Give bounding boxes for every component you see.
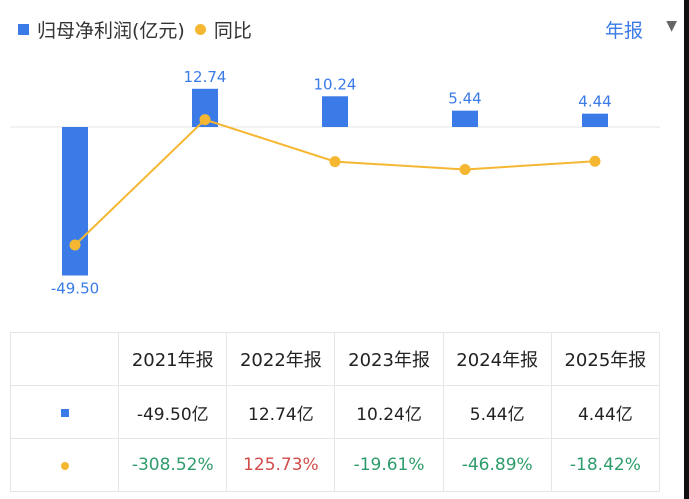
table-row-profit: -49.50亿 12.74亿 10.24亿 5.44亿 4.44亿 — [9, 385, 661, 439]
period-selector-label: 年报 — [604, 20, 643, 42]
yoy-point-2021年报 — [69, 239, 81, 251]
bar-2024年报 — [452, 110, 478, 127]
period-selector[interactable]: 年报 ▼ — [604, 16, 677, 43]
table-cell: -49.50亿 — [118, 385, 228, 439]
bar-legend-swatch — [18, 24, 29, 35]
table-cell: 4.44亿 — [550, 385, 661, 439]
table-cell: 125.73% — [226, 438, 336, 492]
line-legend-label: 同比 — [213, 20, 252, 42]
table-corner-cell — [9, 332, 120, 386]
table-row-yoy: -308.52% 125.73% -19.61% -46.89% -18.42% — [9, 438, 661, 492]
bar-2023年报 — [322, 96, 348, 127]
bar-series-icon — [60, 409, 69, 417]
bar-value-label: 12.74 — [184, 68, 227, 86]
yoy-point-2024年报 — [459, 163, 471, 175]
profit-row-marker — [9, 385, 120, 439]
bar-2025年报 — [582, 113, 608, 127]
yoy-point-2022年报 — [199, 114, 211, 126]
table-header-cell: 2022年报 — [226, 332, 336, 386]
profit-chart: -49.50 12.74 10.24 5.44 4.44 — [10, 68, 660, 298]
bar-value-label: -49.50 — [51, 280, 99, 298]
line-series-icon — [60, 462, 69, 470]
yoy-row-marker — [9, 438, 120, 492]
table-cell: -19.61% — [334, 438, 444, 492]
bar-value-label: 5.44 — [448, 90, 481, 108]
yoy-point-2023年报 — [329, 156, 341, 168]
bar-value-label: 10.24 — [314, 75, 357, 93]
table-cell: 5.44亿 — [442, 385, 552, 439]
table-header-cell: 2021年报 — [118, 332, 228, 386]
window-edge — [684, 0, 689, 499]
table-cell: -46.89% — [442, 438, 552, 492]
yoy-point-2025年报 — [589, 155, 601, 167]
table-header-cell: 2023年报 — [334, 332, 444, 386]
bar-2021年报 — [62, 127, 88, 276]
line-legend-swatch — [194, 24, 206, 35]
table-header-cell: 2024年报 — [442, 332, 552, 386]
table-cell: 10.24亿 — [334, 385, 444, 439]
bar-legend-label: 归母净利润(亿元) — [37, 20, 185, 42]
table-cell: 12.74亿 — [226, 385, 336, 439]
table-header-row: 2021年报 2022年报 2023年报 2024年报 2025年报 — [9, 332, 661, 386]
yoy-line — [74, 118, 596, 246]
table-cell: -18.42% — [550, 438, 661, 492]
bar-value-label: 4.44 — [578, 93, 611, 111]
chart-legend: 归母净利润(亿元) 同比 — [18, 16, 252, 43]
table-header-cell: 2025年报 — [550, 332, 661, 386]
data-table: 2021年报 2022年报 2023年报 2024年报 2025年报 -49.5… — [9, 332, 661, 492]
table-cell: -308.52% — [118, 438, 228, 492]
chevron-down-icon: ▼ — [666, 18, 677, 34]
